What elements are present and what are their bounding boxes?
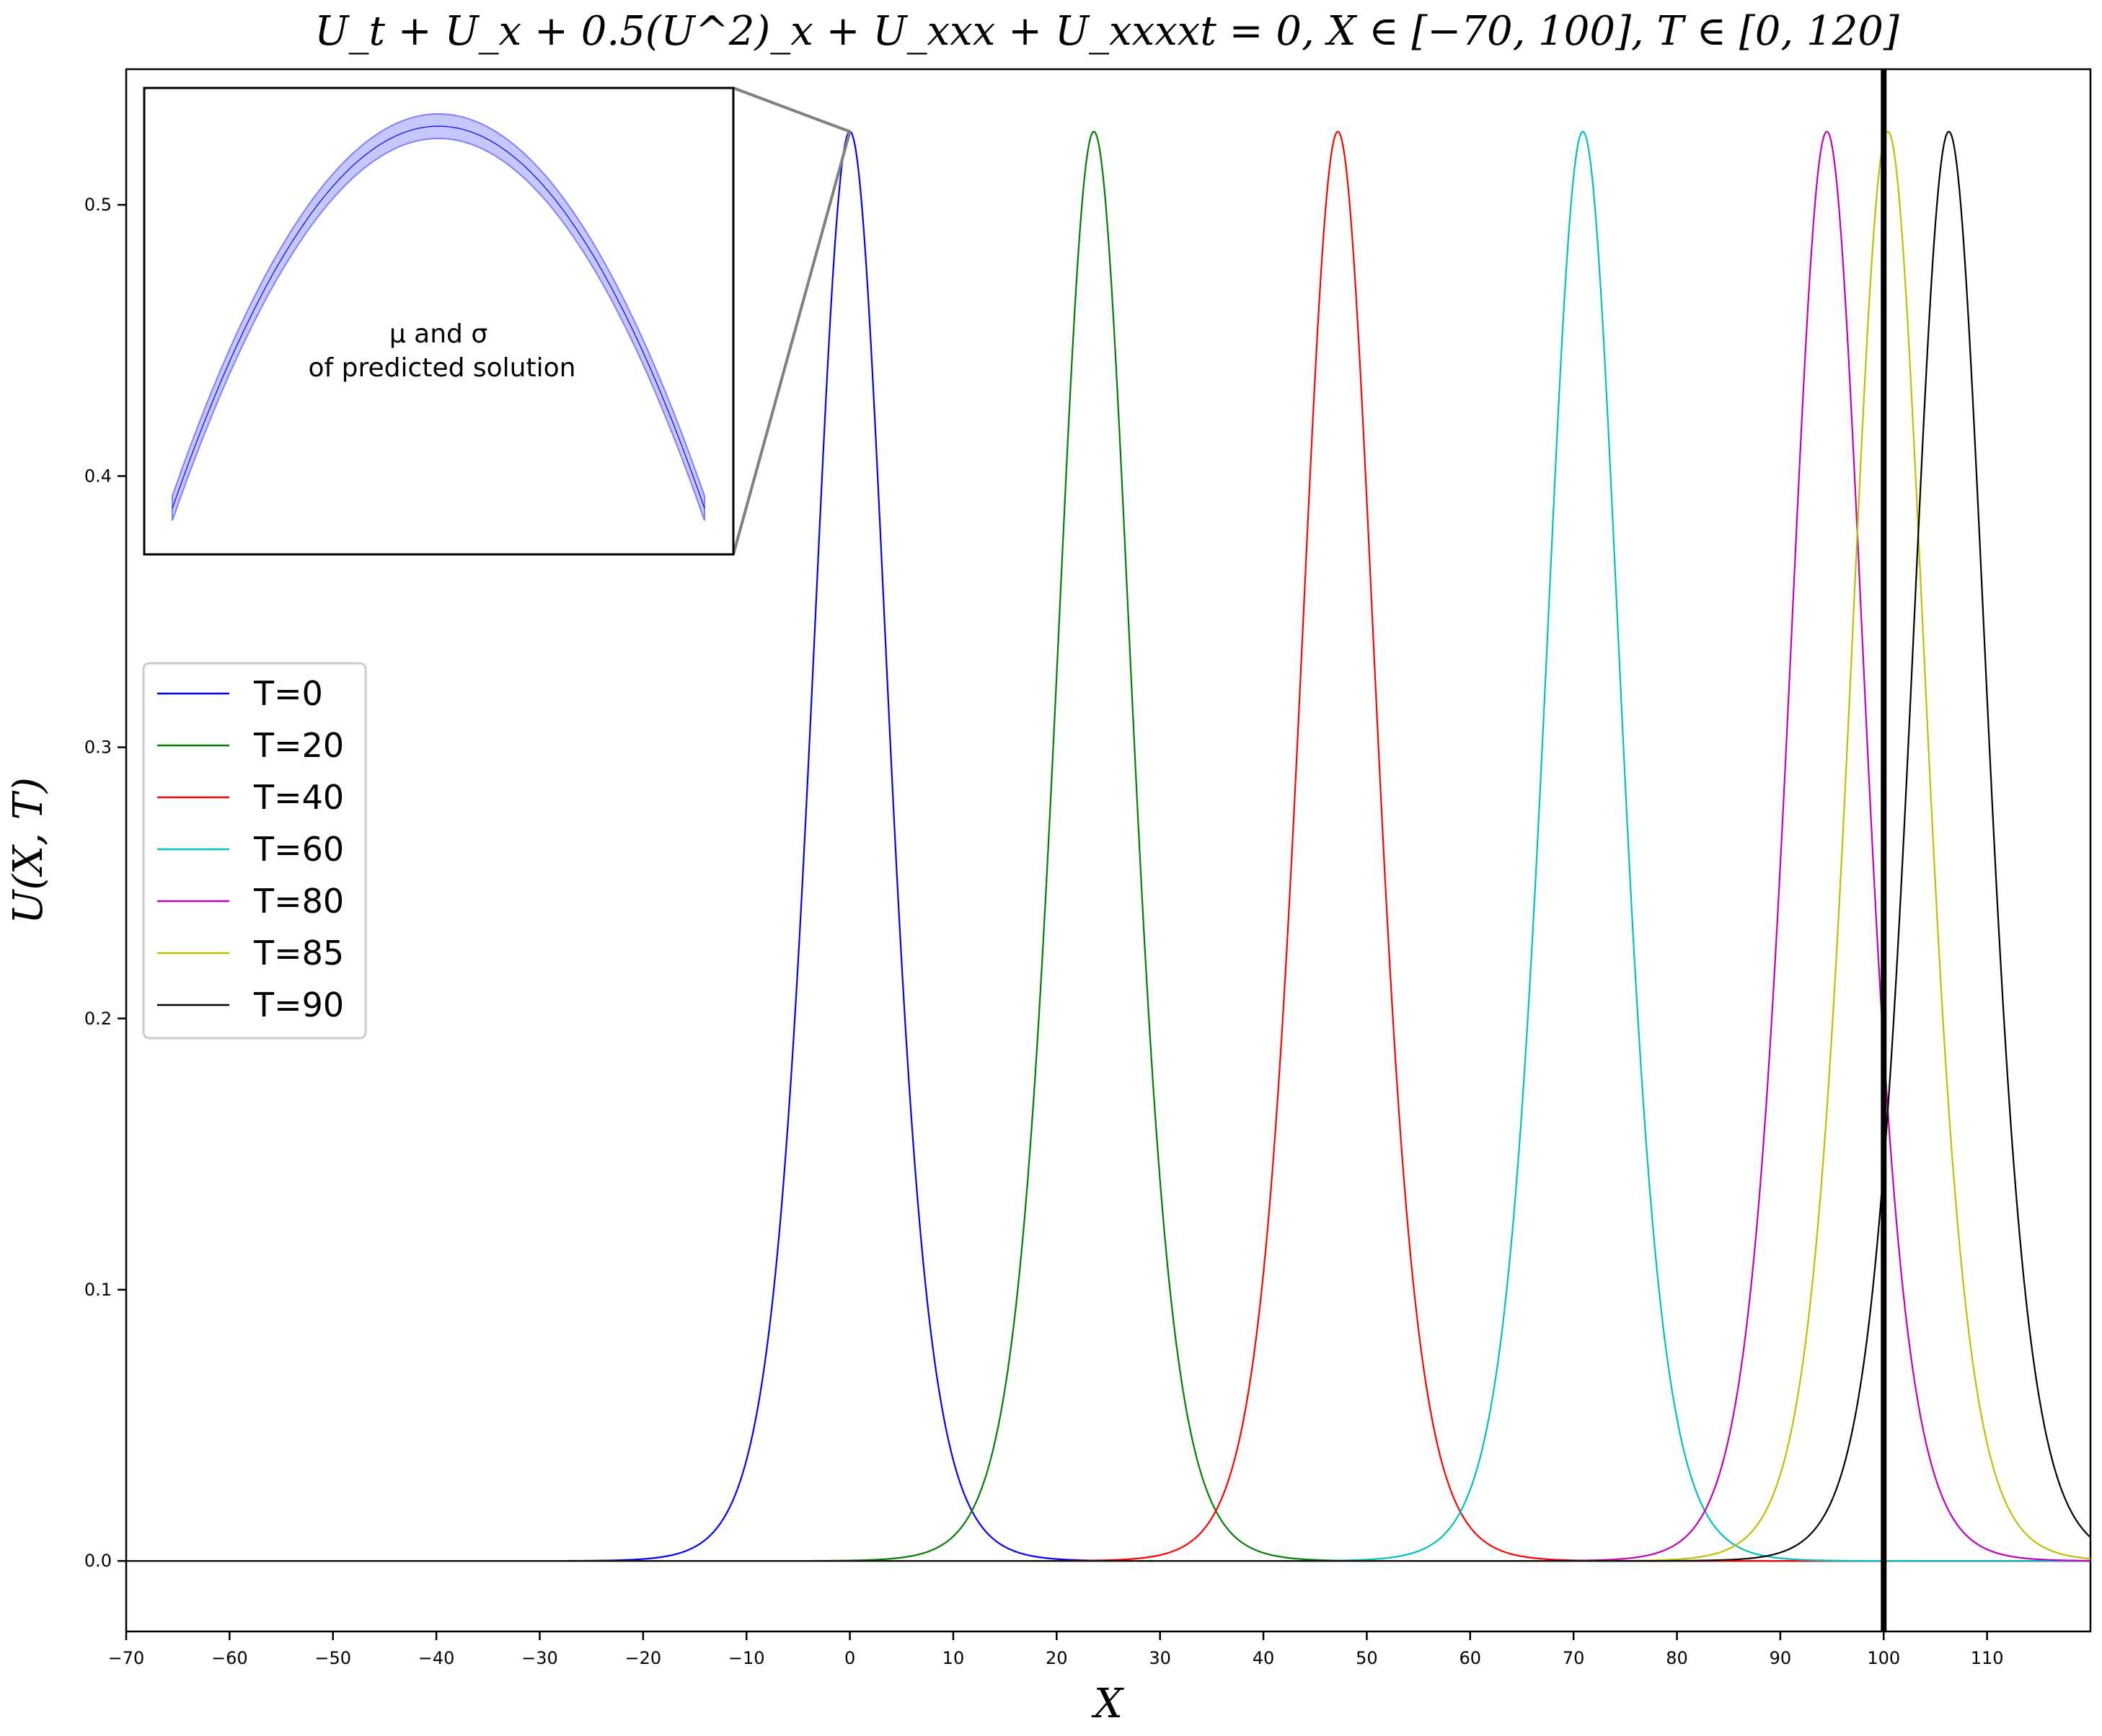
- y-axis-label: U(X, T): [5, 777, 52, 924]
- inset-connector-top: [733, 87, 851, 133]
- legend: T=0 T=20 T=40 T=60 T=80 T=85 T=90: [142, 662, 367, 1040]
- y-tick-label: 0.3: [84, 738, 112, 758]
- inset-connectors: [732, 87, 852, 555]
- legend-label: T=0: [253, 674, 323, 713]
- series-line: [126, 130, 2091, 1562]
- x-tick-label: −60: [211, 1648, 248, 1668]
- x-tick-label: 40: [1253, 1648, 1275, 1668]
- x-tick-label: 0: [844, 1648, 855, 1668]
- inset-mean-line: [172, 125, 705, 509]
- x-tick-label: 110: [1971, 1648, 2004, 1668]
- x-tick-label: 70: [1563, 1648, 1585, 1668]
- x-tick-label: −50: [314, 1648, 351, 1668]
- inset-zoom-panel: μ and σ of predicted solution: [143, 87, 735, 556]
- y-tick-label: 0.1: [84, 1280, 112, 1300]
- legend-label: T=40: [253, 778, 344, 817]
- y-tick-label: 0.0: [84, 1551, 112, 1571]
- inset-sigma-band: [172, 112, 705, 521]
- legend-items: T=0 T=20 T=40 T=60 T=80 T=85 T=90: [157, 674, 344, 1024]
- x-tick-label: −20: [625, 1648, 662, 1668]
- x-tick-label: 90: [1770, 1648, 1792, 1668]
- x-tick-label: 10: [942, 1648, 965, 1668]
- legend-label: T=80: [253, 882, 344, 921]
- legend-label: T=90: [253, 986, 344, 1024]
- x-tick-label: −30: [521, 1648, 558, 1668]
- y-tick-label: 0.2: [84, 1009, 112, 1029]
- y-tick-label: 0.5: [84, 195, 112, 215]
- x-axis-label: X: [1091, 1680, 1124, 1727]
- chart-title: U_t + U_x + 0.5(U^2)_x + U_xxx + U_xxxxt…: [314, 8, 1899, 55]
- x-tick-label: 100: [1867, 1648, 1900, 1668]
- x-tick-label: 50: [1356, 1648, 1378, 1668]
- y-axis-ticks: 0.0 0.1 0.2 0.3 0.4 0.5: [84, 195, 126, 1571]
- x-tick-label: −40: [418, 1648, 455, 1668]
- legend-box: [142, 662, 367, 1040]
- legend-label: T=85: [253, 934, 344, 973]
- x-tick-label: 20: [1046, 1648, 1068, 1668]
- inset-curves: [172, 112, 705, 521]
- plot-area: [126, 69, 2091, 1631]
- legend-label: T=20: [253, 726, 344, 765]
- inset-connector-bottom: [732, 130, 852, 555]
- x-tick-label: 80: [1666, 1648, 1688, 1668]
- x-tick-label: 60: [1460, 1648, 1482, 1668]
- x-axis-ticks: −70 −60 −50 −40 −30 −20 −10 0 10 20 30 40 50 60 70 80 90…: [108, 1631, 2004, 1668]
- inset-label-line2: of predicted solution: [309, 353, 576, 383]
- x-tick-label: −10: [728, 1648, 765, 1668]
- x-tick-label: 30: [1149, 1648, 1171, 1668]
- y-tick-label: 0.4: [84, 466, 112, 486]
- x-tick-label: −70: [108, 1648, 145, 1668]
- plot-frame: [125, 68, 2092, 1633]
- legend-label: T=60: [253, 830, 344, 869]
- inset-label-line1: μ and σ: [389, 319, 487, 349]
